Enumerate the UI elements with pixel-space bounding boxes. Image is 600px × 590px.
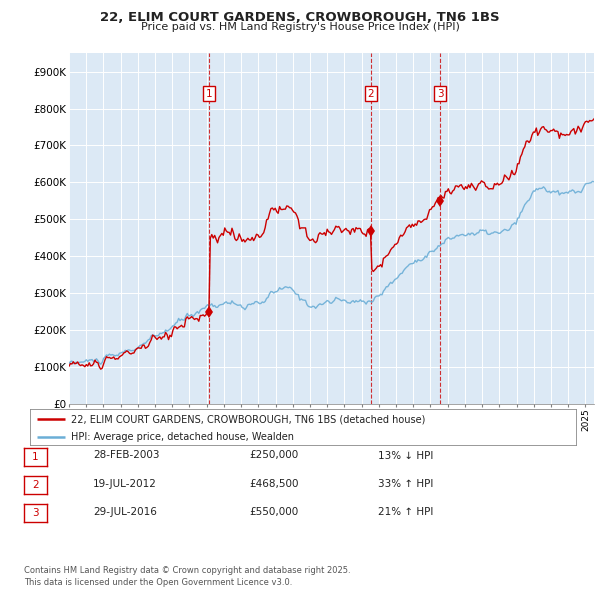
Text: 33% ↑ HPI: 33% ↑ HPI [378, 479, 433, 489]
Text: HPI: Average price, detached house, Wealden: HPI: Average price, detached house, Weal… [71, 432, 294, 442]
Text: 29-JUL-2016: 29-JUL-2016 [93, 507, 157, 517]
Text: 1: 1 [206, 88, 212, 99]
Text: £250,000: £250,000 [249, 451, 298, 460]
Text: 21% ↑ HPI: 21% ↑ HPI [378, 507, 433, 517]
Text: 2: 2 [32, 480, 39, 490]
Text: 22, ELIM COURT GARDENS, CROWBOROUGH, TN6 1BS: 22, ELIM COURT GARDENS, CROWBOROUGH, TN6… [100, 11, 500, 24]
Text: 13% ↓ HPI: 13% ↓ HPI [378, 451, 433, 460]
Text: 3: 3 [32, 509, 39, 518]
Text: 3: 3 [437, 88, 443, 99]
Text: £468,500: £468,500 [249, 479, 299, 489]
Text: Price paid vs. HM Land Registry's House Price Index (HPI): Price paid vs. HM Land Registry's House … [140, 22, 460, 32]
Text: 22, ELIM COURT GARDENS, CROWBOROUGH, TN6 1BS (detached house): 22, ELIM COURT GARDENS, CROWBOROUGH, TN6… [71, 414, 425, 424]
Text: 2: 2 [368, 88, 374, 99]
Text: £550,000: £550,000 [249, 507, 298, 517]
Text: Contains HM Land Registry data © Crown copyright and database right 2025.
This d: Contains HM Land Registry data © Crown c… [24, 566, 350, 587]
Text: 28-FEB-2003: 28-FEB-2003 [93, 451, 160, 460]
Text: 19-JUL-2012: 19-JUL-2012 [93, 479, 157, 489]
Text: 1: 1 [32, 452, 39, 461]
